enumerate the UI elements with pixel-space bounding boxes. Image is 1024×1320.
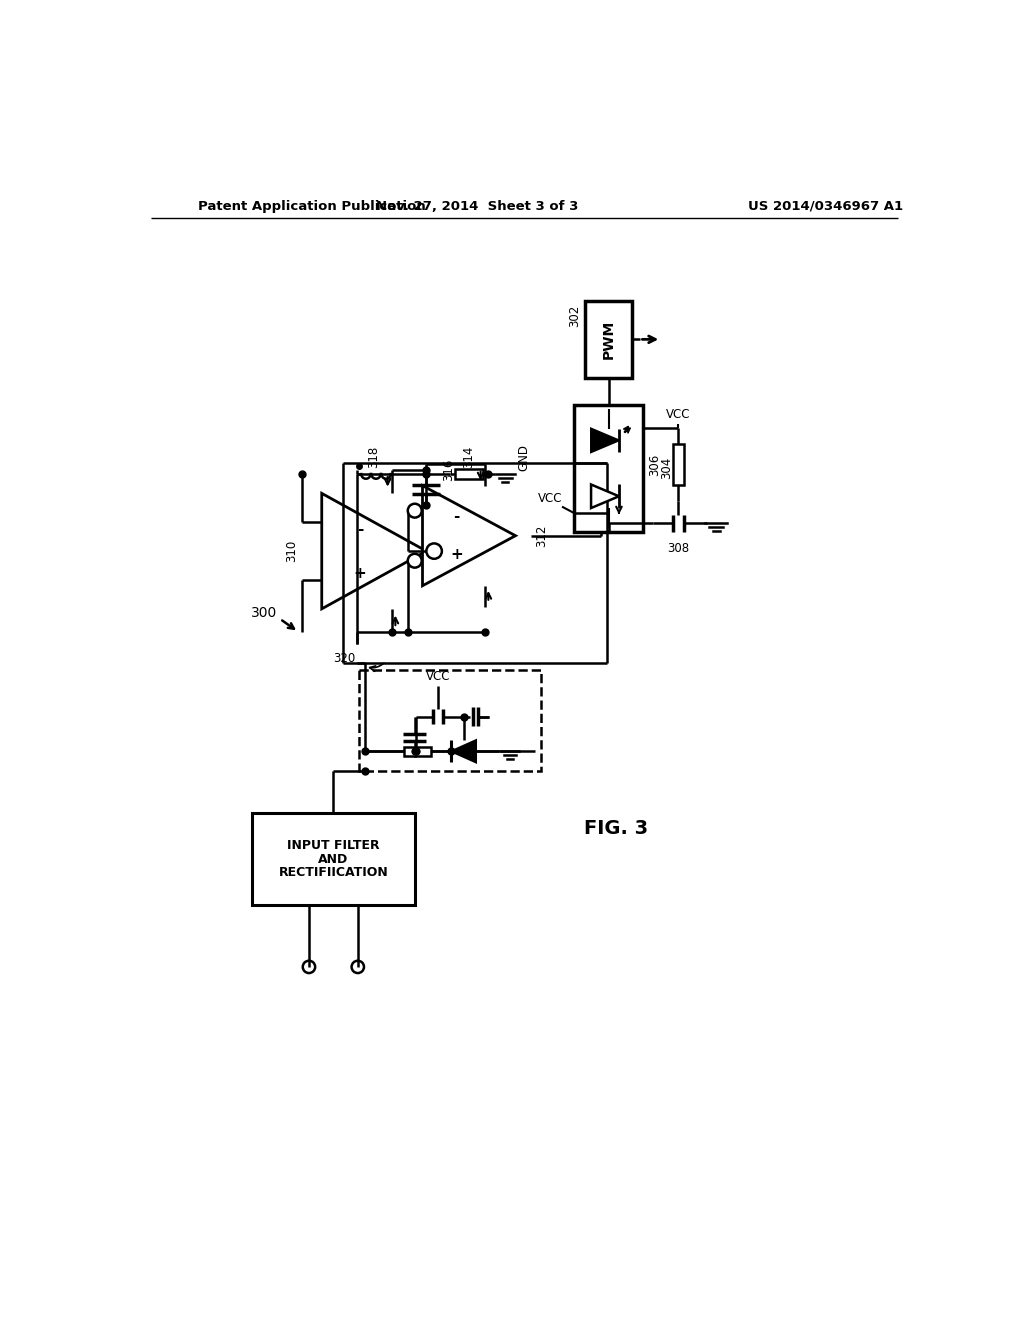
Text: AND: AND: [318, 853, 348, 866]
Text: 318: 318: [368, 446, 381, 469]
Text: 304: 304: [660, 457, 674, 479]
Bar: [403, 747, 431, 756]
Circle shape: [426, 544, 442, 558]
Polygon shape: [591, 429, 618, 453]
Text: +: +: [353, 565, 367, 581]
Bar: [252, 813, 415, 906]
Text: VCC: VCC: [426, 671, 451, 684]
Text: 310: 310: [286, 540, 299, 562]
Text: 306: 306: [648, 453, 662, 475]
Text: +: +: [451, 548, 463, 562]
Circle shape: [408, 554, 422, 568]
Text: FIG. 3: FIG. 3: [584, 818, 648, 838]
Text: 312: 312: [535, 524, 548, 546]
Text: VCC: VCC: [538, 492, 562, 506]
Bar: [456, 470, 482, 479]
Polygon shape: [322, 494, 426, 609]
Text: Nov. 27, 2014  Sheet 3 of 3: Nov. 27, 2014 Sheet 3 of 3: [376, 199, 578, 213]
Polygon shape: [591, 484, 618, 508]
Polygon shape: [423, 486, 515, 586]
Text: Patent Application Publication: Patent Application Publication: [198, 199, 426, 213]
Text: 308: 308: [668, 543, 689, 556]
Text: VCC: VCC: [666, 408, 690, 421]
Text: -: -: [454, 510, 460, 524]
Bar: [573, 405, 643, 532]
Text: 302: 302: [568, 305, 582, 327]
Text: US 2014/0346967 A1: US 2014/0346967 A1: [748, 199, 903, 213]
Polygon shape: [452, 741, 476, 763]
Text: 300: 300: [251, 606, 276, 619]
Circle shape: [408, 504, 422, 517]
Circle shape: [351, 961, 364, 973]
Text: GND: GND: [518, 444, 530, 471]
Bar: [586, 301, 632, 378]
Text: 320: 320: [333, 652, 355, 665]
Text: PWM: PWM: [601, 319, 615, 359]
Bar: [359, 671, 541, 771]
Text: 314: 314: [463, 446, 475, 469]
Bar: [673, 445, 684, 484]
Text: INPUT FILTER: INPUT FILTER: [287, 838, 380, 851]
Circle shape: [303, 961, 315, 973]
Text: 316: 316: [442, 459, 455, 482]
Text: -: -: [357, 521, 364, 537]
Text: RECTIFIICATION: RECTIFIICATION: [279, 866, 388, 879]
